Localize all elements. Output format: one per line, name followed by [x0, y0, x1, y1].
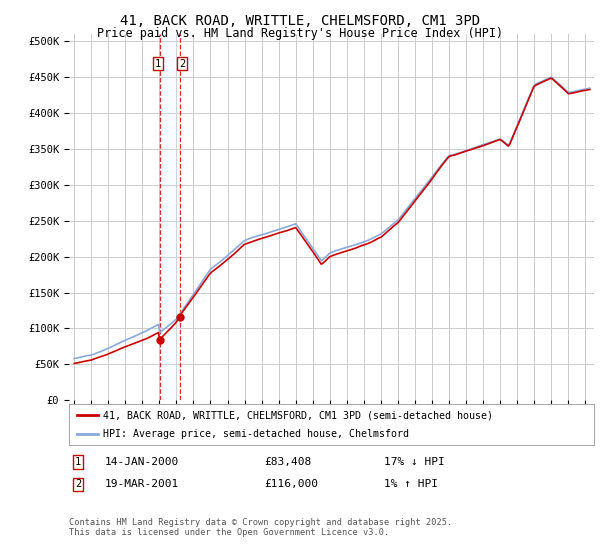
Text: 19-MAR-2001: 19-MAR-2001: [105, 479, 179, 489]
Text: Contains HM Land Registry data © Crown copyright and database right 2025.
This d: Contains HM Land Registry data © Crown c…: [69, 518, 452, 538]
Text: Price paid vs. HM Land Registry's House Price Index (HPI): Price paid vs. HM Land Registry's House …: [97, 27, 503, 40]
Text: 1% ↑ HPI: 1% ↑ HPI: [384, 479, 438, 489]
Bar: [160, 34, 180, 400]
Text: 41, BACK ROAD, WRITTLE, CHELMSFORD, CM1 3PD: 41, BACK ROAD, WRITTLE, CHELMSFORD, CM1 …: [120, 14, 480, 28]
Text: 1: 1: [75, 457, 81, 467]
Text: 17% ↓ HPI: 17% ↓ HPI: [384, 457, 445, 467]
Text: 2: 2: [179, 59, 185, 69]
Text: 14-JAN-2000: 14-JAN-2000: [105, 457, 179, 467]
Text: 1: 1: [155, 59, 161, 69]
Text: 41, BACK ROAD, WRITTLE, CHELMSFORD, CM1 3PD (semi-detached house): 41, BACK ROAD, WRITTLE, CHELMSFORD, CM1 …: [103, 410, 493, 421]
Text: £83,408: £83,408: [264, 457, 311, 467]
Text: 2: 2: [75, 479, 81, 489]
Text: HPI: Average price, semi-detached house, Chelmsford: HPI: Average price, semi-detached house,…: [103, 429, 409, 439]
Text: £116,000: £116,000: [264, 479, 318, 489]
